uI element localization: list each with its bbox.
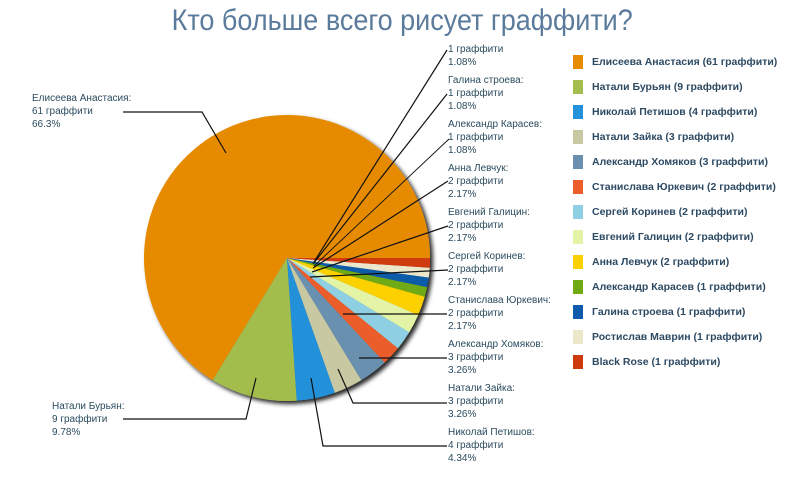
- leader-line-stroeva: [312, 93, 448, 265]
- slice-label-zaika: Натали Зайка: 3 граффити 3.26%: [448, 383, 515, 420]
- pie-slice: [212, 258, 297, 402]
- legend-item: Станислава Юркевич (2 граффити): [573, 174, 777, 199]
- legend-swatch: [573, 79, 583, 94]
- pie-slice: [287, 258, 398, 363]
- legend-item: Евгений Галицин (2 граффити): [573, 224, 777, 249]
- pie-slice: [287, 258, 410, 349]
- pie-slice: [287, 258, 428, 297]
- pie-slice: [287, 258, 429, 288]
- legend-item: Николай Петишов (4 граффити): [573, 99, 777, 124]
- legend-item: Александр Хомяков (3 граффити): [573, 149, 777, 174]
- legend-swatch: [573, 279, 583, 294]
- slice-label-levchuk: Анна Левчук: 2 граффити 2.17%: [448, 163, 509, 200]
- slice-label-buryan: Натали Бурьян: 9 граффити 9.78%: [52, 401, 125, 438]
- legend-item: Натали Зайка (3 граффити): [573, 124, 777, 149]
- leader-line-petishov: [310, 377, 447, 447]
- slice-label-mavrin: 1 граффити 1.08%: [448, 44, 504, 68]
- legend-item: Анна Левчук (2 граффити): [573, 249, 777, 274]
- legend-swatch: [573, 104, 583, 119]
- chart-title: Кто больше всего рисует граффити?: [171, 4, 633, 37]
- leader-line-zaika: [337, 368, 447, 404]
- legend-swatch: [573, 179, 583, 194]
- legend-swatch: [573, 329, 583, 344]
- leader-line-galitsin: [311, 225, 449, 273]
- legend-swatch: [573, 229, 583, 244]
- leader-line-korinev: [309, 269, 449, 278]
- legend-item: Black Rose (1 граффити): [573, 349, 777, 374]
- slice-label-stroeva: Галина строева: 1 граффити 1.08%: [448, 75, 524, 112]
- leader-line-levchuk: [312, 180, 449, 269]
- legend-item: Сергей Коринев (2 граффити): [573, 199, 777, 224]
- legend-swatch: [573, 154, 583, 169]
- legend-item: Ростислав Маврин (1 граффити): [573, 324, 777, 349]
- slice-label-elisееva: Елисеева Анастасия: 61 граффити 66.3%: [32, 93, 132, 130]
- slice-label-petishov: Николай Петишов: 4 граффити 4.34%: [448, 427, 535, 464]
- pie-slice: [287, 258, 385, 381]
- legend-swatch: [573, 129, 583, 144]
- legend-item: Елисеева Анастасия (61 граффити): [573, 49, 777, 74]
- leader-line-buryan: [123, 377, 257, 420]
- slice-label-galitsin: Евгений Галицин: 2 граффити 2.17%: [448, 207, 530, 244]
- slice-label-karasev: Александр Карасев: 1 граффити 1.08%: [448, 119, 542, 156]
- slice-label-korinev: Сергей Коринев: 2 граффити 2.17%: [448, 251, 526, 288]
- legend-swatch: [573, 254, 583, 269]
- legend-swatch: [573, 354, 583, 369]
- leader-line-mavrin: [313, 49, 448, 263]
- legend-item: Натали Бурьян (9 граффити): [573, 74, 777, 99]
- leader-line-elisееva: [123, 111, 227, 154]
- pie-slice: [287, 258, 362, 393]
- leader-line-karasev: [313, 138, 450, 267]
- legend-item: Галина строева (1 граффити): [573, 299, 777, 324]
- slice-label-khomyakov: Александр Хомяков: 3 граффити 3.26%: [448, 339, 544, 376]
- pie-slice: [287, 258, 335, 401]
- legend-swatch: [573, 304, 583, 319]
- legend-swatch: [573, 54, 583, 69]
- legend-swatch: [573, 204, 583, 219]
- pie-slice: [287, 258, 431, 268]
- legend: Елисеева Анастасия (61 граффити) Натали …: [573, 49, 777, 374]
- slice-label-yurkevich: Станислава Юркевич: 2 граффити 2.17%: [448, 295, 551, 332]
- pie-slice: [287, 258, 425, 315]
- pie-slices: [144, 114, 431, 402]
- legend-item: Александр Карасев (1 граффити): [573, 274, 777, 299]
- leader-lines: [123, 49, 450, 447]
- pie-slice: [144, 114, 430, 381]
